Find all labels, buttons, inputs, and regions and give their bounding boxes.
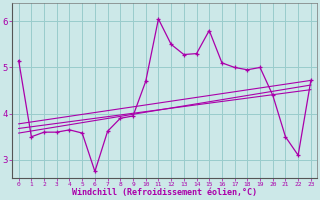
X-axis label: Windchill (Refroidissement éolien,°C): Windchill (Refroidissement éolien,°C) xyxy=(72,188,257,197)
